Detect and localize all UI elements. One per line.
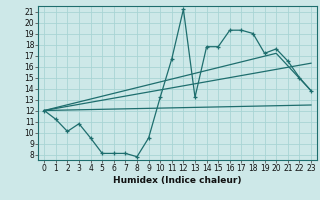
- X-axis label: Humidex (Indice chaleur): Humidex (Indice chaleur): [113, 176, 242, 185]
